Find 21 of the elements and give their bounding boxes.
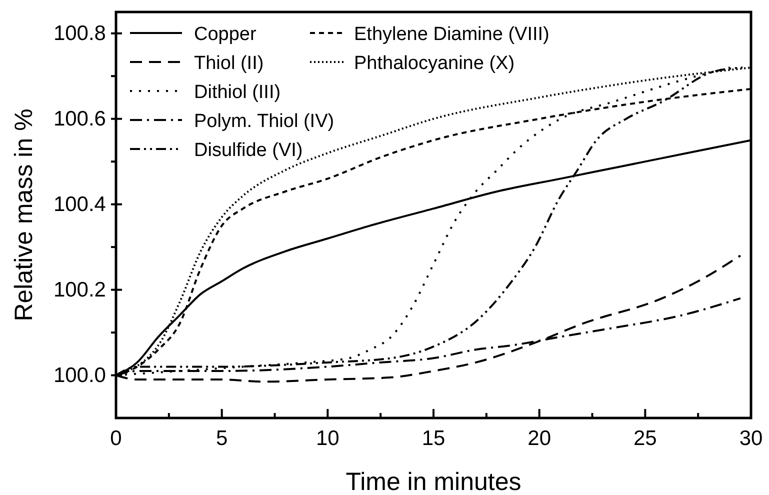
legend-label: Copper — [194, 24, 257, 45]
legend-label: Disulfide (VI) — [194, 140, 303, 161]
legend-label: Phthalocyanine (X) — [354, 53, 515, 74]
x-axis-title: Time in minutes — [346, 468, 522, 495]
x-tick-label: 10 — [316, 426, 340, 450]
y-tick-label: 100.2 — [53, 278, 106, 302]
y-tick-label: 100.0 — [53, 364, 106, 387]
x-tick-label: 30 — [739, 426, 763, 450]
legend-label: Polym. Thiol (IV) — [194, 111, 334, 132]
y-tick-label: 100.6 — [53, 108, 106, 131]
x-tick-label: 0 — [110, 426, 122, 450]
x-tick-label: 25 — [633, 426, 657, 450]
legend-label: Dithiol (III) — [194, 82, 281, 103]
x-tick-label: 5 — [216, 426, 228, 450]
y-tick-label: 100.8 — [53, 22, 106, 46]
y-axis-title: Relative mass in % — [10, 108, 38, 322]
legend-label: Ethylene Diamine (VIII) — [354, 24, 550, 45]
x-tick-label: 15 — [422, 426, 446, 450]
x-tick-label: 20 — [528, 426, 552, 450]
y-tick-label: 100.4 — [53, 193, 106, 216]
legend-label: Thiol (II) — [194, 53, 264, 74]
